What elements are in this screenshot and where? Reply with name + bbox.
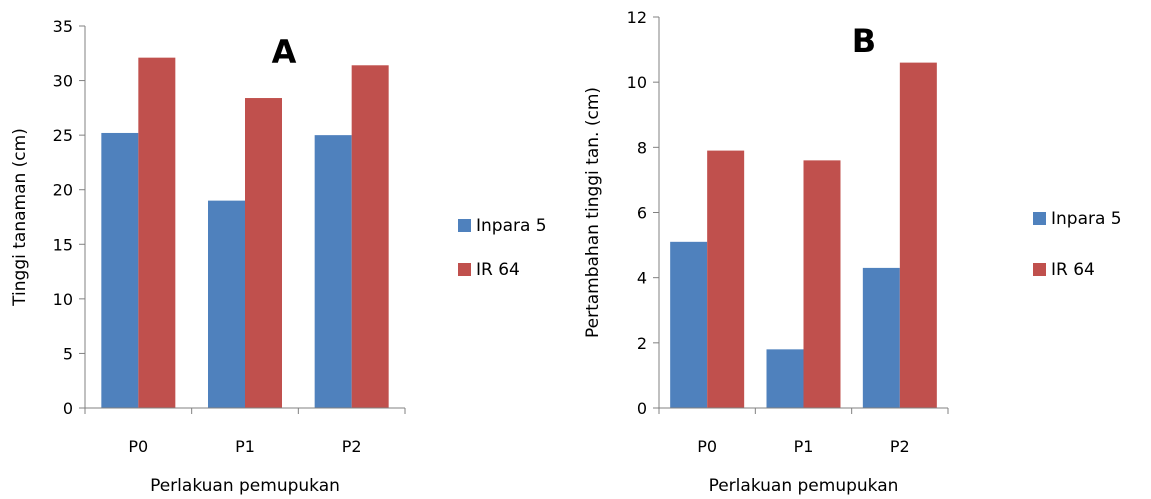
- y-tick-label: 30: [53, 72, 73, 91]
- y-tick-label: 2: [637, 334, 647, 353]
- panel-label: A: [272, 33, 297, 71]
- bar-ir-64-p2: [899, 62, 937, 408]
- y-tick-label: 12: [627, 8, 647, 27]
- bar-inpara-5-p2: [314, 135, 352, 408]
- legend-swatch-inpara-5: [1033, 212, 1046, 225]
- x-tick-label: P0: [697, 437, 717, 456]
- bar-inpara-5-p1: [208, 200, 245, 408]
- x-tick-label: P1: [794, 437, 814, 456]
- y-tick-label: 4: [637, 269, 647, 288]
- bar-inpara-5-p0: [101, 132, 139, 408]
- bar-ir-64-p1: [245, 98, 282, 408]
- x-tick-label: P0: [128, 437, 148, 456]
- x-tick-label: P1: [235, 437, 255, 456]
- y-tick-label: 35: [53, 17, 73, 36]
- legend-label: IR 64: [1051, 260, 1095, 280]
- y-tick-label: 6: [637, 204, 647, 223]
- x-axis-title: Perlakuan pemupukan: [150, 476, 340, 496]
- y-tick-label: 20: [53, 181, 73, 200]
- y-axis-title: Pertambahan tinggi tan. (cm): [583, 87, 603, 338]
- x-axis-title: Perlakuan pemupukan: [709, 476, 899, 496]
- bar-ir-64-p0: [138, 57, 176, 408]
- bar-inpara-5-p0: [670, 241, 708, 408]
- y-tick-label: 0: [637, 399, 647, 418]
- legend-label: IR 64: [476, 260, 520, 280]
- y-tick-label: 5: [63, 344, 73, 363]
- y-tick-label: 10: [53, 290, 73, 309]
- panel-label: B: [852, 22, 876, 60]
- y-tick-label: 15: [53, 235, 73, 254]
- bar-inpara-5-p2: [862, 267, 900, 408]
- bar-inpara-5-p1: [766, 349, 804, 408]
- y-tick-label: 8: [637, 138, 647, 157]
- y-tick-label: 10: [627, 73, 647, 92]
- legend-swatch-ir-64: [458, 263, 471, 276]
- bar-ir-64-p2: [351, 65, 389, 408]
- chart-a: 0 5 10 15 20 25 30 35 P0 P1 P2 Perlakuan pemupukan T…: [10, 17, 547, 496]
- legend-label: Inpara 5: [1051, 209, 1122, 229]
- legend-swatch-ir-64: [1033, 263, 1046, 276]
- bar-ir-64-p0: [707, 150, 745, 408]
- legend-label: Inpara 5: [476, 216, 547, 236]
- y-tick-label: 0: [63, 399, 73, 418]
- bar-ir-64-p1: [803, 160, 841, 408]
- x-tick-label: P2: [890, 437, 910, 456]
- chart-b: 0 2 4 6 8 10 12 P0 P1 P2 Perlakuan pemupukan Pertam…: [583, 8, 1122, 496]
- y-axis-title: Tinggi tanaman (cm): [10, 128, 30, 307]
- x-tick-label: P2: [342, 437, 362, 456]
- legend-swatch-inpara-5: [458, 219, 471, 232]
- y-tick-label: 25: [53, 126, 73, 145]
